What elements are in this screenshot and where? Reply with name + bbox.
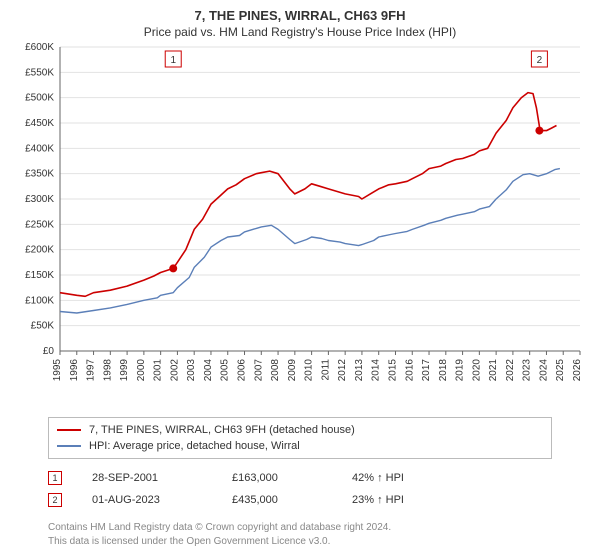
svg-text:£300K: £300K [25, 194, 54, 205]
svg-text:1998: 1998 [102, 359, 113, 382]
svg-text:2: 2 [537, 55, 543, 66]
svg-text:2001: 2001 [153, 359, 164, 382]
price-chart: £0 £50K £100K £150K £200K £250K £300K £350K £400… [0, 41, 600, 411]
svg-text:£400K: £400K [25, 143, 54, 154]
title-block: 7, THE PINES, WIRRAL, CH63 9FH Price pai… [0, 0, 600, 41]
sale-row: 1 28-SEP-2001 £163,000 42% ↑ HPI [48, 467, 552, 489]
sale-price: £435,000 [232, 494, 322, 506]
svg-text:£600K: £600K [25, 42, 54, 53]
svg-text:2026: 2026 [572, 359, 583, 382]
svg-text:2009: 2009 [287, 359, 298, 382]
svg-text:2017: 2017 [421, 359, 432, 382]
svg-text:2011: 2011 [320, 359, 331, 381]
svg-text:£50K: £50K [31, 321, 55, 332]
svg-text:2014: 2014 [371, 359, 382, 382]
svg-text:2021: 2021 [488, 359, 499, 382]
svg-text:2007: 2007 [253, 359, 264, 382]
svg-text:2022: 2022 [505, 359, 516, 382]
svg-text:2003: 2003 [186, 359, 197, 382]
chart-area: £0 £50K £100K £150K £200K £250K £300K £350K £400… [0, 41, 600, 411]
svg-text:1: 1 [170, 55, 176, 66]
sale-date: 28-SEP-2001 [92, 472, 202, 484]
svg-text:£0: £0 [43, 346, 55, 357]
svg-text:2024: 2024 [538, 359, 549, 382]
sale-marker-box: 1 [48, 471, 62, 485]
attribution-line2: This data is licensed under the Open Gov… [48, 535, 552, 549]
page-subtitle: Price paid vs. HM Land Registry's House … [0, 25, 600, 39]
svg-text:1997: 1997 [86, 359, 97, 382]
svg-text:2008: 2008 [270, 359, 281, 382]
svg-text:2010: 2010 [304, 359, 315, 382]
svg-text:2013: 2013 [354, 359, 365, 382]
legend-label: 7, THE PINES, WIRRAL, CH63 9FH (detached… [89, 424, 355, 436]
svg-text:2016: 2016 [404, 359, 415, 382]
legend-label: HPI: Average price, detached house, Wirr… [89, 440, 300, 452]
legend-row: 7, THE PINES, WIRRAL, CH63 9FH (detached… [57, 422, 543, 438]
svg-text:2018: 2018 [438, 359, 449, 382]
svg-text:£550K: £550K [25, 67, 54, 78]
svg-text:2005: 2005 [220, 359, 231, 382]
attribution: Contains HM Land Registry data © Crown c… [48, 521, 552, 548]
svg-text:2006: 2006 [237, 359, 248, 382]
svg-text:£200K: £200K [25, 245, 54, 256]
sale-date: 01-AUG-2023 [92, 494, 202, 506]
svg-text:2019: 2019 [455, 359, 466, 382]
svg-text:£100K: £100K [25, 295, 54, 306]
legend-swatch [57, 429, 81, 431]
page-title: 7, THE PINES, WIRRAL, CH63 9FH [0, 8, 600, 23]
svg-text:£350K: £350K [25, 169, 54, 180]
svg-text:£500K: £500K [25, 93, 54, 104]
svg-text:2023: 2023 [522, 359, 533, 382]
svg-text:2015: 2015 [387, 359, 398, 382]
svg-text:2004: 2004 [203, 359, 214, 382]
legend-row: HPI: Average price, detached house, Wirr… [57, 438, 543, 454]
svg-text:2025: 2025 [555, 359, 566, 382]
legend: 7, THE PINES, WIRRAL, CH63 9FH (detached… [48, 417, 552, 459]
svg-text:1996: 1996 [69, 359, 80, 382]
sale-row: 2 01-AUG-2023 £435,000 23% ↑ HPI [48, 489, 552, 511]
svg-text:2000: 2000 [136, 359, 147, 382]
svg-text:2002: 2002 [169, 359, 180, 382]
attribution-line1: Contains HM Land Registry data © Crown c… [48, 521, 552, 535]
svg-text:2020: 2020 [471, 359, 482, 382]
sale-marker-box: 2 [48, 493, 62, 507]
svg-text:2012: 2012 [337, 359, 348, 382]
svg-text:1995: 1995 [52, 359, 63, 382]
sale-change: 42% ↑ HPI [352, 472, 442, 484]
sales-table: 1 28-SEP-2001 £163,000 42% ↑ HPI 2 01-AUG-202… [48, 467, 552, 511]
svg-text:1999: 1999 [119, 359, 130, 382]
legend-swatch [57, 445, 81, 447]
sale-price: £163,000 [232, 472, 322, 484]
svg-text:£450K: £450K [25, 118, 54, 129]
svg-text:£250K: £250K [25, 219, 54, 230]
svg-text:£150K: £150K [25, 270, 54, 281]
sale-change: 23% ↑ HPI [352, 494, 442, 506]
